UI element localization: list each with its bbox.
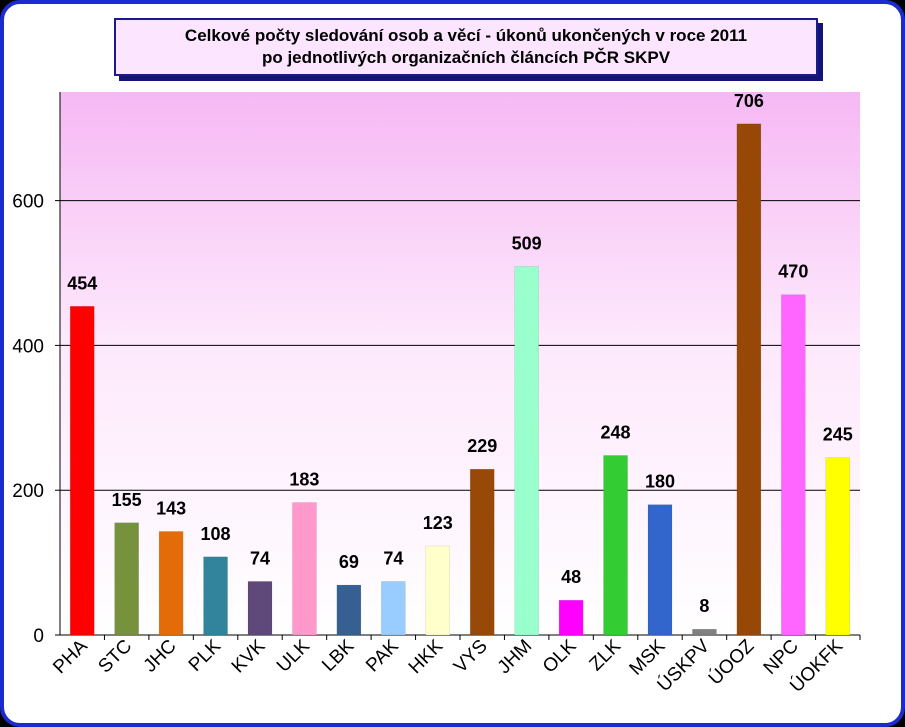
data-label: 69 [339,552,359,572]
data-label: 8 [699,596,709,616]
bar-msk [647,504,673,636]
x-tick-label: ÚOOZ [704,635,759,690]
data-label: 454 [67,273,97,293]
x-tick-label: PHA [49,635,92,678]
plot-area [60,92,860,635]
bar-úskpv [692,628,717,636]
bar-jhm [514,266,539,636]
y-tick-label: 400 [12,336,44,357]
chart-title: Celkové počty sledování osob a věcí - úk… [184,26,748,45]
data-label: 74 [250,548,270,568]
x-tick-label: KVK [228,635,270,677]
x-tick-label: VYS [450,636,492,678]
data-label: 245 [823,425,853,445]
x-tick-label: LBK [318,635,358,675]
chart-title-box: Celkové počty sledování osob a věcí - úk… [114,18,818,76]
data-label: 143 [156,498,186,518]
bar-npc [781,294,806,636]
x-tick-label: HKK [405,635,448,678]
bar-zlk [603,455,628,636]
y-tick-label: 200 [12,481,44,502]
data-label: 470 [778,262,808,282]
data-label: 123 [423,513,453,533]
bar-kvk [247,581,273,636]
bar-jhc [158,531,184,636]
bar-úooz [736,123,762,636]
x-tick-label: PLK [185,635,225,675]
y-tick-label: 0 [33,626,44,647]
x-tick-label: ULK [273,635,314,676]
x-tick-label: ZLK [586,635,626,675]
data-label: 183 [289,470,319,490]
bar-vys [469,468,495,636]
data-label: 155 [112,490,142,510]
data-label: 108 [201,524,231,544]
bar-hkk [425,545,451,636]
bar-ulk [292,502,317,636]
bar-olk [558,599,584,636]
bar-lbk [336,584,362,636]
y-tick-label: 600 [12,192,44,213]
data-label: 180 [645,472,675,492]
data-label: 509 [512,233,542,253]
chart-subtitle: po jednotlivých organizačních článcích P… [261,48,671,67]
bar-pak [381,581,406,636]
bar-chart: 0 200 400 600 454 PHA 155 STC 143 JHC 108 PLK 74 KVK 1… [12,91,861,697]
bar-pha [69,306,95,636]
bar-plk [203,556,228,636]
x-tick-label: OLK [539,635,581,677]
x-tick-label: JHM [494,636,536,678]
bar-stc [114,522,139,636]
data-label: 229 [467,436,497,456]
data-label: 248 [601,422,631,442]
data-label: 48 [561,567,581,587]
x-tick-label: JHC [140,636,181,677]
bar-úokfk [825,457,851,636]
x-tick-label: PAK [362,635,403,676]
x-tick-label: STC [94,636,136,678]
data-label: 706 [734,91,764,111]
data-label: 74 [383,548,403,568]
